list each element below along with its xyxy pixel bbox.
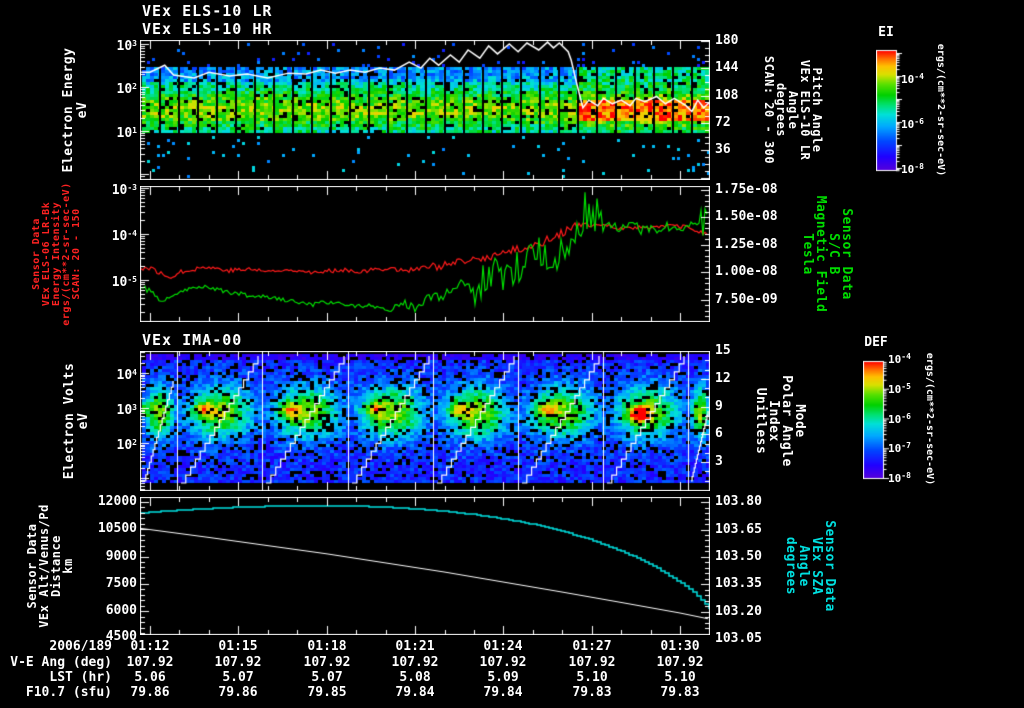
tick-label: 103.20: [715, 603, 762, 619]
tick-label: 10-4: [888, 352, 911, 366]
ephemeris-value: 5.09: [487, 670, 519, 685]
tick-label: 144: [715, 60, 739, 76]
tick-label: 10500: [97, 521, 137, 537]
ephemeris-value: 5.10: [576, 670, 608, 685]
tick-label: 103: [116, 403, 137, 419]
mag-right-axis-label: Sensor Data S/C B Magnetic Field Tesla: [800, 195, 854, 313]
tick-label: 10-8: [888, 471, 911, 486]
tick-label: 10-4: [901, 72, 924, 86]
tick-label: 9000: [105, 548, 137, 564]
els-title-hr: VEx ELS-10 HR: [142, 20, 273, 38]
ima-colorbar: [863, 354, 893, 484]
ephemeris-row-label: F10.7 (sfu): [25, 685, 112, 700]
ephemeris-value: 107.92: [126, 655, 174, 670]
tick-label: 72: [715, 114, 731, 130]
tick-label: 12: [715, 370, 731, 386]
tick-label: 103.35: [715, 576, 762, 592]
ima-right-axis-label: Mode Polar Angle Index Unitless: [753, 375, 807, 467]
els-colorbar-units: ergs/(cm**2-sr-sec-eV): [935, 43, 946, 177]
tick-label: 10-5: [888, 381, 911, 396]
ephemeris-value: 107.92: [656, 655, 704, 670]
time-label: 01:12: [130, 639, 170, 654]
els-spectrogram-panel: [140, 40, 710, 180]
tick-label: 102: [116, 438, 137, 454]
ephemeris-value: 79.85: [307, 685, 347, 700]
time-label: 01:21: [395, 639, 435, 654]
time-label: 01:24: [483, 639, 523, 654]
ephemeris-value: 5.08: [399, 670, 431, 685]
tick-label: 103.50: [715, 548, 762, 564]
els-colorbar: [876, 44, 906, 176]
tick-label: 15: [715, 343, 731, 358]
ima-spectrogram-panel: [140, 351, 710, 491]
tick-label: 7.50e-09: [715, 291, 778, 307]
tick-label: 12000: [97, 493, 137, 509]
time-label: 01:30: [660, 639, 700, 654]
tick-label: 180: [715, 32, 739, 48]
ephemeris-row-label: LST (hr): [49, 670, 112, 685]
ima-colorbar-units: ergs/(cm**2-sr-sec-eV): [924, 352, 935, 486]
ephemeris-value: 5.07: [311, 670, 343, 685]
tick-label: 10-7: [888, 441, 911, 456]
ephemeris-value: 79.86: [130, 685, 170, 700]
els-y-axis-label: Electron Energy eV: [61, 47, 90, 173]
ephemeris-value: 79.84: [395, 685, 435, 700]
ephemeris-value: 107.92: [568, 655, 616, 670]
tick-label: 10-8: [901, 162, 924, 176]
ephemeris-value: 107.92: [214, 655, 262, 670]
tick-label: 1.25e-08: [715, 236, 778, 252]
ephemeris-value: 5.07: [222, 670, 254, 685]
tick-label: 10-6: [888, 411, 911, 426]
ima-title: VEx IMA-00: [142, 331, 243, 349]
time-label: 01:15: [218, 639, 258, 654]
ephemeris-value: 5.10: [664, 670, 696, 685]
ephemeris-panel: [140, 497, 710, 635]
tick-label: 10-5: [111, 274, 137, 290]
tick-label: 36: [715, 142, 731, 158]
date-label: 2006/189: [49, 639, 112, 654]
time-label: 01:27: [572, 639, 612, 654]
tick-label: 1.50e-08: [715, 209, 778, 225]
mag-left-axis-label: Sensor Data VEx ELS-06 LR-Bk Energy Inte…: [31, 182, 82, 326]
ephemeris-value: 5.06: [134, 670, 166, 685]
time-label: 01:18: [307, 639, 347, 654]
tick-label: 1.75e-08: [715, 181, 778, 197]
tick-label: 7500: [105, 575, 137, 591]
tick-label: 102: [116, 82, 137, 98]
tick-label: 6000: [105, 603, 137, 619]
tick-label: 104: [116, 368, 137, 384]
tick-label: 10-6: [901, 117, 924, 131]
tick-label: 1.00e-08: [715, 264, 778, 280]
tick-label: 103.80: [715, 494, 762, 510]
tick-label: 6: [715, 426, 723, 442]
mag-field-panel: [140, 186, 710, 322]
tick-label: 101: [116, 125, 137, 141]
ephemeris-value: 79.84: [483, 685, 523, 700]
ephemeris-value: 107.92: [391, 655, 439, 670]
ephemeris-value: 79.83: [572, 685, 612, 700]
ephemeris-value: 79.86: [218, 685, 258, 700]
tick-label: 9: [715, 398, 723, 414]
tick-label: 4500: [105, 629, 137, 644]
tick-label: 10-4: [111, 228, 137, 244]
tick-label: 103.65: [715, 521, 762, 537]
els-colorbar-title: EI: [878, 25, 894, 40]
ephemeris-value: 107.92: [479, 655, 527, 670]
ephemeris-value: 107.92: [303, 655, 351, 670]
els-title-lr: VEx ELS-10 LR: [142, 2, 273, 20]
tick-label: 103.05: [715, 631, 762, 646]
ephemeris-row-label: V-E Ang (deg): [10, 655, 112, 670]
ephemeris-value: 79.83: [660, 685, 700, 700]
eph-right-axis-label: Sensor Data VEx SZA Angle degrees: [783, 520, 837, 612]
ima-colorbar-title: DEF: [864, 335, 888, 350]
tick-label: 3: [715, 454, 723, 469]
tick-label: 10-3: [111, 182, 137, 198]
els-right-axis-label: Pitch Angle VEx ELS-10 LR Angle degrees …: [762, 55, 824, 165]
tick-label: 103: [116, 38, 137, 54]
tick-label: 108: [715, 87, 739, 103]
